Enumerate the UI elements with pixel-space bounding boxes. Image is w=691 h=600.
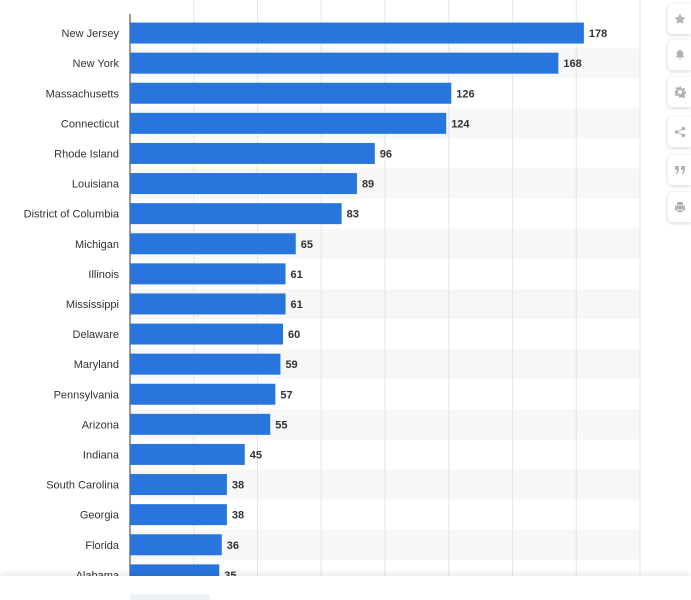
category-label: Arizona [82, 419, 120, 431]
value-label: 126 [456, 88, 474, 100]
category-label: New Jersey [62, 28, 120, 40]
bar[interactable] [130, 142, 375, 164]
value-label: 55 [275, 419, 287, 431]
value-label: 178 [589, 28, 607, 40]
bar[interactable] [130, 293, 286, 315]
category-label: Georgia [80, 510, 120, 522]
value-label: 96 [380, 148, 392, 160]
bar[interactable] [130, 534, 222, 556]
bar[interactable] [130, 233, 296, 255]
category-label: Louisiana [72, 179, 120, 191]
category-label: New York [73, 58, 120, 70]
value-label: 60 [288, 329, 300, 341]
category-label: Mississippi [66, 299, 119, 311]
bar[interactable] [130, 52, 559, 74]
chart-toolbar [668, 0, 691, 230]
value-label: 83 [347, 209, 359, 221]
bar[interactable] [130, 203, 342, 225]
bar[interactable] [130, 413, 271, 435]
bar[interactable] [130, 112, 447, 134]
category-label: Michigan [75, 239, 119, 251]
value-label: 61 [291, 269, 303, 281]
value-label: 61 [291, 299, 303, 311]
value-label: 89 [362, 179, 374, 191]
footer-placeholder [130, 594, 210, 600]
quote-icon [674, 166, 685, 174]
category-label: Delaware [73, 329, 119, 341]
share-button[interactable] [668, 117, 691, 147]
value-label: 36 [227, 540, 239, 552]
print-icon [674, 202, 685, 212]
category-label: Maryland [74, 359, 119, 371]
category-label: Illinois [88, 269, 119, 281]
value-label: 38 [232, 480, 244, 492]
bar[interactable] [130, 353, 281, 375]
gear-icon [674, 86, 686, 98]
value-label: 45 [250, 449, 262, 461]
category-label: District of Columbia [24, 209, 120, 221]
bar[interactable] [130, 22, 584, 44]
category-label: Indiana [83, 449, 120, 461]
bar[interactable] [130, 443, 245, 465]
value-label: 168 [563, 58, 581, 70]
bell-icon [675, 50, 684, 60]
bar[interactable] [130, 474, 227, 496]
bar[interactable] [130, 263, 286, 285]
category-label: Pennsylvania [54, 389, 120, 401]
share-icon [674, 126, 685, 138]
print-button[interactable] [668, 192, 691, 222]
cite-button[interactable] [668, 155, 691, 185]
star-icon [674, 13, 685, 24]
bar[interactable] [130, 82, 452, 104]
value-label: 65 [301, 239, 313, 251]
bar[interactable] [130, 383, 276, 405]
notification-button[interactable] [668, 40, 691, 70]
category-label: South Carolina [46, 480, 120, 492]
bar[interactable] [130, 504, 227, 526]
settings-button[interactable] [668, 77, 691, 107]
category-label: Massachusetts [46, 88, 120, 100]
footer-bar [0, 576, 691, 600]
favorite-button[interactable] [668, 4, 691, 34]
bar[interactable] [130, 173, 357, 195]
category-label: Florida [85, 540, 120, 552]
value-label: 59 [285, 359, 297, 371]
chart-svg: New Jersey 178 New York 168 Massachusetts 126… [24, 0, 641, 600]
category-label: Connecticut [61, 118, 119, 130]
category-label: Rhode Island [54, 148, 119, 160]
value-label: 57 [280, 389, 292, 401]
value-label: 38 [232, 510, 244, 522]
bar[interactable] [130, 323, 283, 345]
value-label: 124 [451, 118, 470, 130]
